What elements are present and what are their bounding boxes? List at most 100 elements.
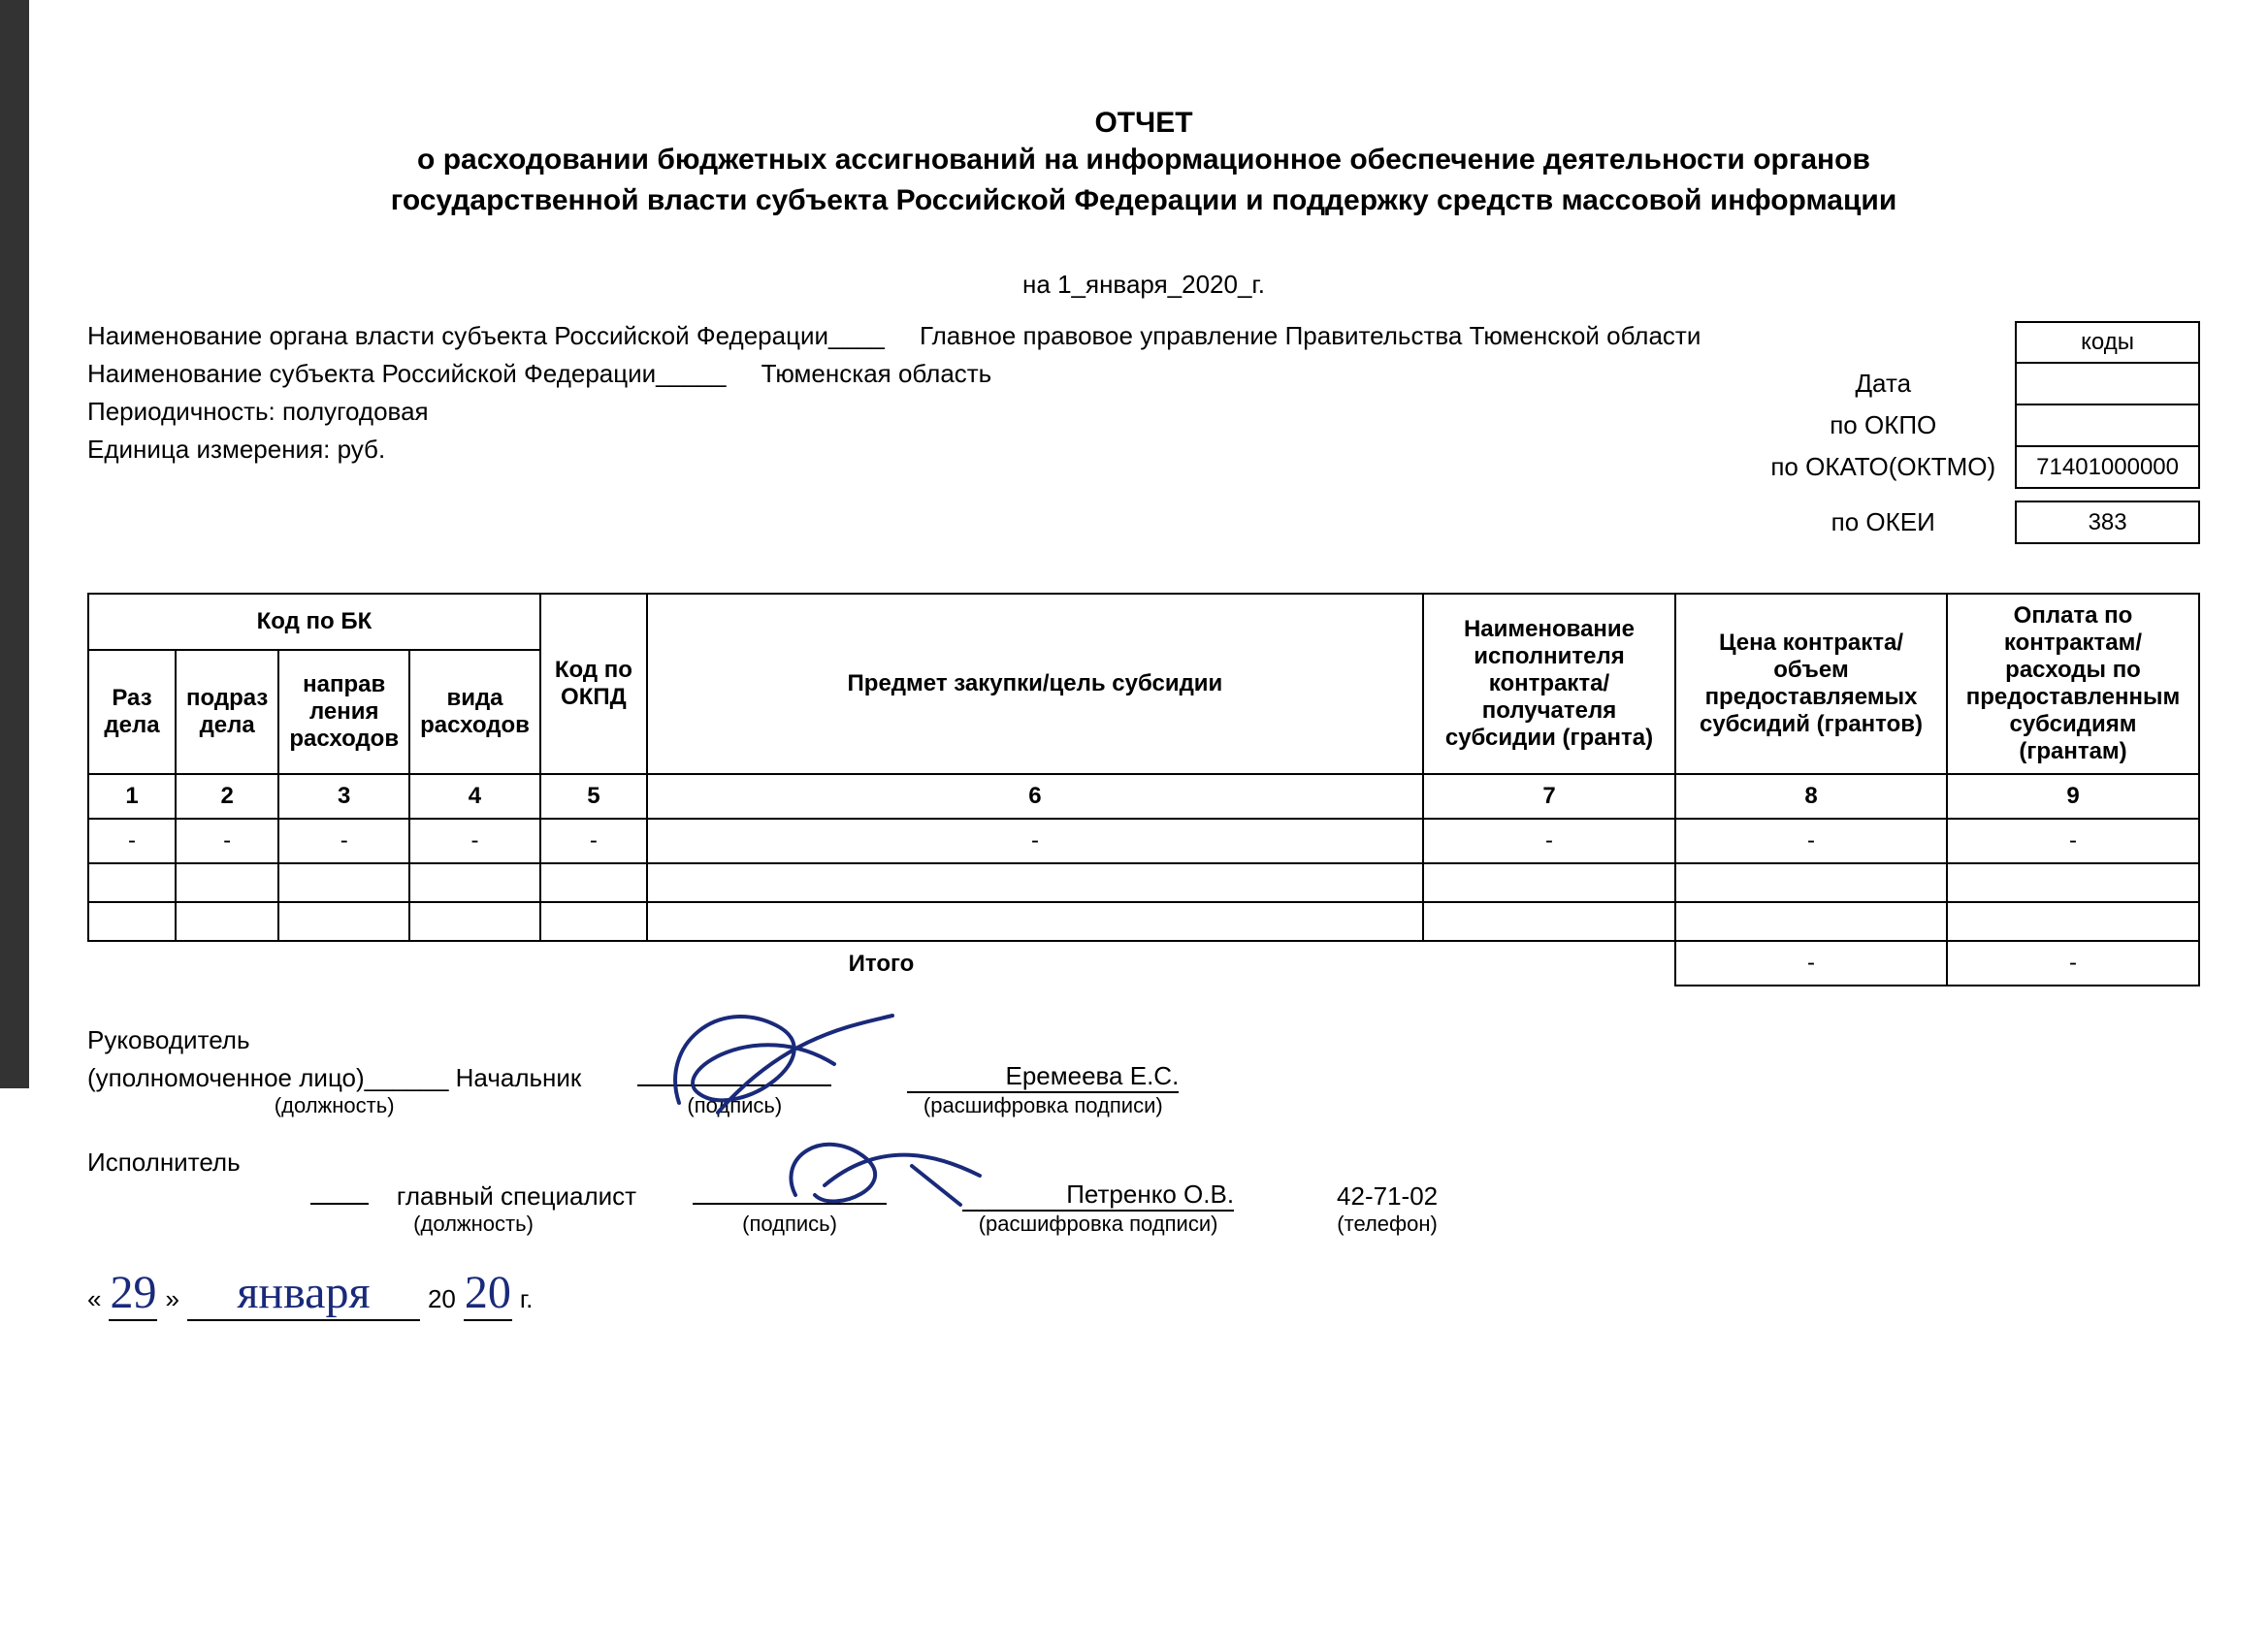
codes-value-okpo bbox=[2016, 404, 2199, 446]
date-year: 20 bbox=[464, 1266, 512, 1321]
cell: - bbox=[1423, 819, 1675, 863]
subject-label: Наименование субъекта Российской Федерац… bbox=[87, 359, 726, 388]
cell: - bbox=[1675, 819, 1947, 863]
codes-label-okei: по ОКЕИ bbox=[1751, 501, 2016, 543]
table-body: - - - - - - - - - Итого - - bbox=[88, 819, 2199, 986]
cell: - bbox=[540, 819, 647, 863]
table-row bbox=[88, 902, 2199, 941]
cell bbox=[540, 902, 647, 941]
itogo-row: Итого - - bbox=[88, 941, 2199, 986]
col-h4: вида расходов bbox=[409, 650, 540, 774]
cell bbox=[278, 902, 409, 941]
scan-edge bbox=[0, 0, 29, 1088]
cell: - bbox=[278, 819, 409, 863]
document-content: ОТЧЕТ о расходовании бюджетных ассигнова… bbox=[0, 0, 2268, 1321]
cell: - bbox=[88, 819, 176, 863]
subject-line: Наименование субъекта Российской Федерац… bbox=[87, 359, 1732, 389]
exec-label: Исполнитель bbox=[87, 1148, 2200, 1178]
codes-label-date: Дата bbox=[1751, 363, 2016, 404]
sign-line-2 bbox=[693, 1178, 887, 1205]
date-month: января bbox=[187, 1266, 420, 1321]
cell bbox=[1423, 863, 1675, 902]
coln-8: 8 bbox=[1675, 774, 1947, 819]
col-h6: Предмет закупки/цель субсидии bbox=[647, 594, 1423, 774]
cell bbox=[1423, 902, 1675, 941]
sign-line-1 bbox=[637, 1059, 831, 1086]
cell: - bbox=[409, 819, 540, 863]
codes-label-okpo: по ОКПО bbox=[1751, 404, 2016, 446]
cell bbox=[176, 902, 278, 941]
title-sub1: о расходовании бюджетных ассигнований на… bbox=[87, 140, 2200, 180]
date-year-prefix: 20 bbox=[428, 1284, 456, 1314]
org-value: Главное правовое управление Правительств… bbox=[920, 321, 1701, 350]
codes-value-date bbox=[2016, 363, 2199, 404]
title-sub2: государственной власти субъекта Российск… bbox=[87, 180, 2200, 221]
cell bbox=[409, 863, 540, 902]
col-h8: Цена контракта/объем предоставляемых суб… bbox=[1675, 594, 1947, 774]
position-caption-2: (должность) bbox=[310, 1212, 636, 1237]
cell bbox=[647, 902, 1423, 941]
itogo-label: Итого bbox=[88, 941, 1675, 986]
head-sub: (уполномоченное лицо)______ bbox=[87, 1063, 448, 1092]
coln-2: 2 bbox=[176, 774, 278, 819]
title-main: ОТЧЕТ bbox=[87, 107, 2200, 140]
report-date: на 1_января_2020_г. bbox=[87, 270, 2200, 300]
org-label: Наименование органа власти субъекта Росс… bbox=[87, 321, 885, 350]
col-h1: Раз дела bbox=[88, 650, 176, 774]
col-h3: направ ления расходов bbox=[278, 650, 409, 774]
itogo-col9: - bbox=[1947, 941, 2199, 986]
phone-caption: (телефон) bbox=[1290, 1212, 1484, 1237]
col-h2: подраз дела bbox=[176, 650, 278, 774]
coln-7: 7 bbox=[1423, 774, 1675, 819]
coln-3: 3 bbox=[278, 774, 409, 819]
itogo-col8: - bbox=[1675, 941, 1947, 986]
codes-value-okei: 383 bbox=[2016, 501, 2199, 543]
head-position: Начальник bbox=[456, 1063, 582, 1092]
codes-label-okato: по ОКАТО(ОКТМО) bbox=[1751, 446, 2016, 488]
col-h9: Оплата по контрактам/ расходы по предост… bbox=[1947, 594, 2199, 774]
cell: - bbox=[1947, 819, 2199, 863]
unit: Единица измерения: руб. bbox=[87, 435, 1732, 465]
coln-6: 6 bbox=[647, 774, 1423, 819]
cell bbox=[1675, 902, 1947, 941]
coln-5: 5 bbox=[540, 774, 647, 819]
head-label: Руководитель bbox=[87, 1025, 2200, 1055]
table-row bbox=[88, 863, 2199, 902]
cell bbox=[176, 863, 278, 902]
periodicity: Периодичность: полугодовая bbox=[87, 397, 1732, 427]
org-line: Наименование органа власти субъекта Росс… bbox=[87, 321, 1732, 351]
main-table: Код по БК Код по ОКПД Предмет закупки/це… bbox=[87, 593, 2200, 986]
cell bbox=[647, 863, 1423, 902]
handwritten-date: « 29 » января 20 20 г. bbox=[87, 1266, 2200, 1321]
position-caption: (должность) bbox=[87, 1093, 581, 1118]
decode-caption-2: (расшифровка подписи) bbox=[943, 1212, 1253, 1237]
cell bbox=[88, 902, 176, 941]
codes-header: коды bbox=[2016, 322, 2199, 363]
cell bbox=[409, 902, 540, 941]
cell bbox=[88, 863, 176, 902]
subject-value: Тюменская область bbox=[761, 359, 992, 388]
cell: - bbox=[176, 819, 278, 863]
date-year-suffix: г. bbox=[520, 1284, 534, 1314]
cell bbox=[1947, 863, 2199, 902]
title-block: ОТЧЕТ о расходовании бюджетных ассигнова… bbox=[87, 107, 2200, 221]
table-row: - - - - - - - - - bbox=[88, 819, 2199, 863]
exec-position: главный специалист bbox=[397, 1181, 636, 1211]
col-h5: Код по ОКПД bbox=[540, 594, 647, 774]
sign-caption-1: (подпись) bbox=[618, 1093, 851, 1118]
phone-value: 42-71-02 bbox=[1290, 1181, 1484, 1212]
cell bbox=[1947, 902, 2199, 941]
coln-1: 1 bbox=[88, 774, 176, 819]
group-header-bk: Код по БК bbox=[88, 594, 540, 650]
cell: - bbox=[647, 819, 1423, 863]
head-name: Еремеева Е.С. bbox=[1005, 1061, 1179, 1090]
cell bbox=[540, 863, 647, 902]
cell bbox=[278, 863, 409, 902]
sign-caption-2: (подпись) bbox=[673, 1212, 906, 1237]
coln-4: 4 bbox=[409, 774, 540, 819]
codes-value-okato: 71401000000 bbox=[2016, 446, 2199, 488]
cell bbox=[1675, 863, 1947, 902]
col-h7: Наименование исполнителя контракта/получ… bbox=[1423, 594, 1675, 774]
coln-9: 9 bbox=[1947, 774, 2199, 819]
codes-table: коды Дата по ОКПО по ОКАТО(ОКТМО) 714010… bbox=[1751, 321, 2200, 544]
